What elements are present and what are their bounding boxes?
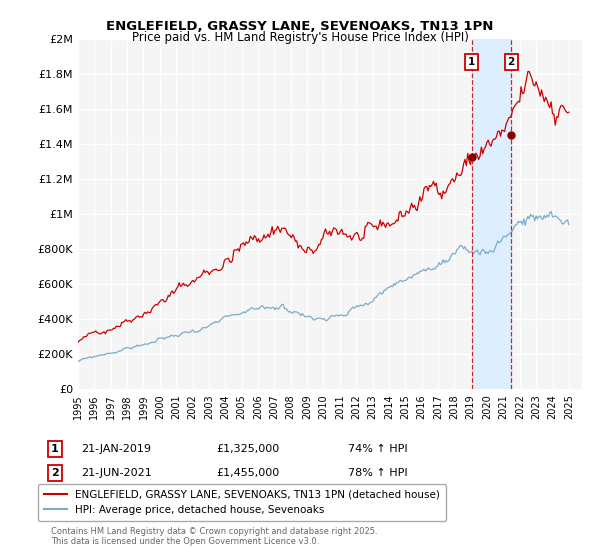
Text: £1,455,000: £1,455,000 (216, 468, 279, 478)
Text: ENGLEFIELD, GRASSY LANE, SEVENOAKS, TN13 1PN: ENGLEFIELD, GRASSY LANE, SEVENOAKS, TN13… (106, 20, 494, 32)
Text: £1,325,000: £1,325,000 (216, 444, 279, 454)
Text: 1: 1 (51, 444, 59, 454)
Text: Price paid vs. HM Land Registry's House Price Index (HPI): Price paid vs. HM Land Registry's House … (131, 31, 469, 44)
Text: 74% ↑ HPI: 74% ↑ HPI (348, 444, 407, 454)
Bar (472, 39, 511, 389)
Text: 2: 2 (508, 57, 515, 67)
Text: 21-JUN-2021: 21-JUN-2021 (81, 468, 152, 478)
Text: 78% ↑ HPI: 78% ↑ HPI (348, 468, 407, 478)
Text: 2: 2 (51, 468, 59, 478)
Text: Contains HM Land Registry data © Crown copyright and database right 2025.
This d: Contains HM Land Registry data © Crown c… (51, 526, 377, 546)
Legend: ENGLEFIELD, GRASSY LANE, SEVENOAKS, TN13 1PN (detached house), HPI: Average pric: ENGLEFIELD, GRASSY LANE, SEVENOAKS, TN13… (38, 484, 446, 521)
Text: 21-JAN-2019: 21-JAN-2019 (81, 444, 151, 454)
Text: 1: 1 (468, 57, 475, 67)
